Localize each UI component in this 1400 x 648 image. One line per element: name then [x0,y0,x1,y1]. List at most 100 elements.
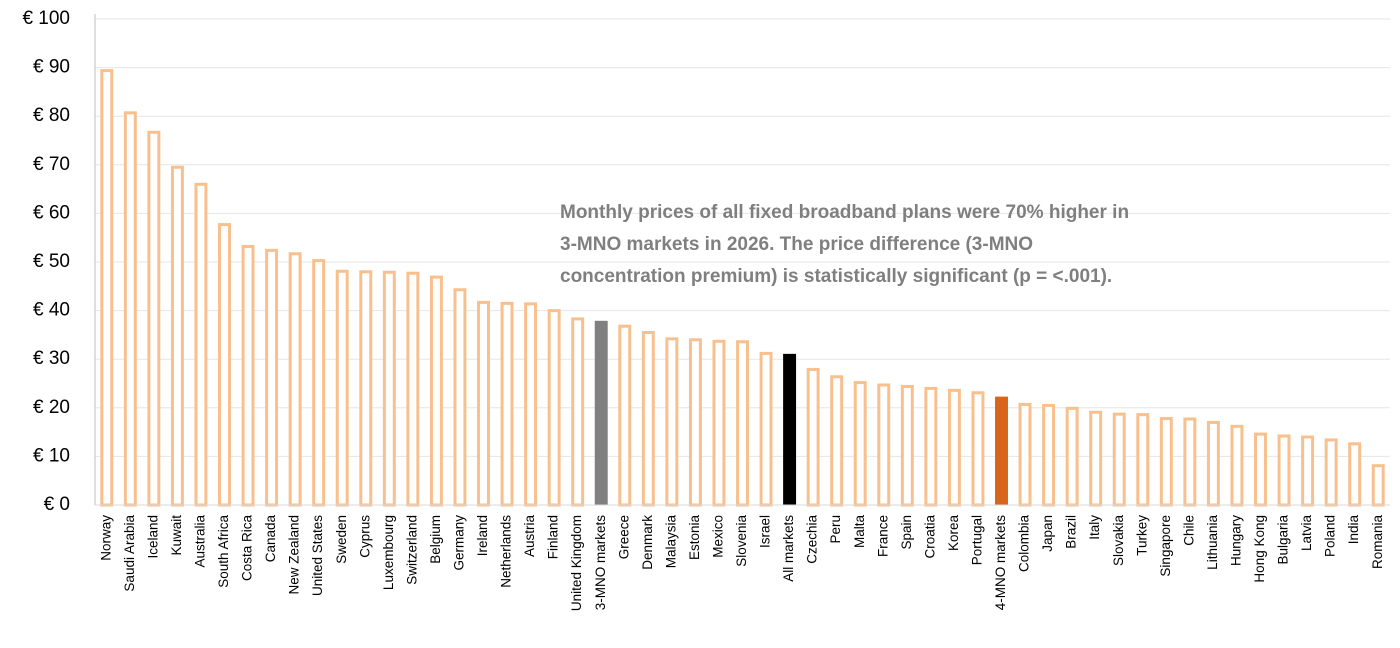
x-tick-label: Lithuania [1205,515,1220,570]
x-tick-label: Luxembourg [381,515,396,590]
bar [1183,417,1197,507]
x-tick-label: France [875,515,890,557]
x-tick-label: Japan [1040,515,1055,552]
bar [759,351,773,507]
bar [453,288,467,507]
x-tick-label: Hong Kong [1252,515,1267,583]
x-tick-label: Croatia [922,515,937,559]
bar [900,384,914,507]
bar [312,259,326,507]
bar [1136,413,1150,507]
bar [594,320,608,505]
bar [995,396,1008,505]
bar [359,270,373,507]
bar [806,367,820,507]
bar [406,271,420,507]
x-tick-label: Slovenia [734,515,749,567]
bar [218,223,231,507]
y-tick-label: € 80 [33,105,70,126]
bar [524,302,538,507]
bar [853,381,867,507]
bar [924,386,938,507]
bar [1348,442,1362,507]
annotation: Monthly prices of all fixed broadband pl… [560,202,1129,223]
x-tick-label: Chile [1181,515,1196,546]
x-tick-label: Italy [1087,515,1102,540]
x-tick-label: Denmark [640,515,655,570]
x-tick-label: Norway [98,515,113,561]
y-tick-label: € 100 [22,8,70,29]
x-tick-label: Costa Rica [240,515,255,582]
x-tick-label: Mexico [711,515,726,558]
x-tick-label: 3-MNO markets [593,515,608,611]
x-tick-label: Australia [193,515,208,568]
bar [665,337,679,507]
bar [641,331,655,507]
y-tick-label: € 90 [33,57,70,78]
bar [382,270,396,507]
x-tick-label: Iceland [145,515,160,559]
bar [123,111,137,507]
bar [100,69,114,507]
x-tick-label: Bulgaria [1276,515,1291,565]
y-tick-label: € 60 [33,202,70,223]
bar [1301,435,1315,507]
bar [1230,424,1244,507]
x-tick-label: Netherlands [499,515,514,588]
annotation: concentration premium) is statistically … [560,266,1112,287]
bar [1018,402,1032,507]
bar [265,248,279,507]
x-tick-label: Hungary [1229,515,1244,566]
bar [712,339,726,507]
y-tick-label: € 0 [44,494,70,515]
x-tick-label: Singapore [1158,515,1173,577]
bar [170,165,184,507]
x-tick-label: 4-MNO markets [993,515,1008,611]
bar [1277,434,1291,507]
x-tick-label: Spain [899,515,914,550]
bar [1254,432,1267,507]
x-tick-label: New Zealand [287,515,302,595]
bar [194,182,208,507]
bar [1112,412,1126,507]
x-tick-label: Romania [1370,515,1385,570]
y-tick-label: € 20 [33,397,70,418]
x-tick-label: Peru [828,515,843,544]
bar [335,269,349,507]
x-tick-label: Belgium [428,515,443,564]
bar [1065,406,1079,507]
bar [947,388,961,507]
bar [429,275,443,507]
bar [736,340,749,507]
x-tick-label: Sweden [334,515,349,564]
x-tick-label: Switzerland [404,515,419,585]
x-tick-label: Canada [263,515,278,563]
x-tick-label: Malta [852,515,867,549]
bar [547,309,561,507]
x-tick-label: Saudi Arabia [122,515,137,592]
x-tick-label: Malaysia [663,515,678,569]
bar [1089,410,1103,507]
x-tick-label: Ireland [475,515,490,556]
x-tick-label: Slovakia [1111,515,1126,567]
bar [783,353,797,505]
bar [571,317,585,507]
x-tick-label: Portugal [970,515,985,565]
bar [477,300,490,507]
bar [500,301,514,507]
bar [1042,403,1056,507]
x-tick-label: Austria [522,515,537,558]
bar [830,375,844,507]
y-tick-label: € 30 [33,348,70,369]
x-tick-label: Poland [1323,515,1338,557]
x-tick-label: Israel [758,515,773,548]
bar [1324,438,1338,507]
x-tick-label: Turkey [1134,515,1149,556]
bar [1206,420,1220,507]
x-tick-label: All markets [781,515,796,582]
x-tick-label: South Africa [216,515,231,588]
x-tick-label: Germany [452,515,467,571]
y-tick-label: € 40 [33,300,70,321]
x-tick-label: Latvia [1299,515,1314,552]
x-tick-label: United States [310,515,325,596]
